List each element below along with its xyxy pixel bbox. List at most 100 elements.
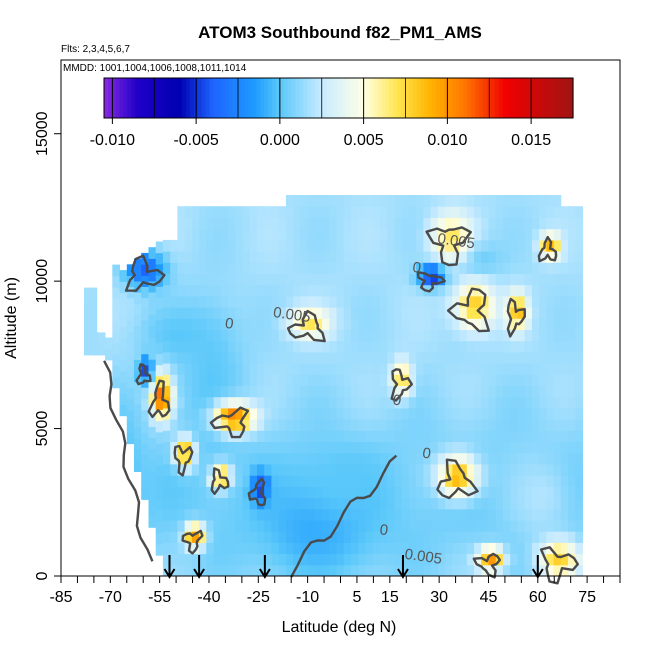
heatmap-cell bbox=[206, 419, 214, 431]
heatmap-cell bbox=[408, 228, 417, 241]
heatmap-cell bbox=[510, 374, 518, 386]
heatmap-cell bbox=[510, 452, 518, 465]
heatmap-cell bbox=[206, 407, 214, 420]
heatmap-cell bbox=[343, 486, 352, 499]
heatmap-cell bbox=[155, 409, 164, 422]
heatmap-cell bbox=[510, 542, 518, 555]
heatmap-cell bbox=[365, 363, 374, 375]
heatmap-cell bbox=[220, 318, 229, 330]
heatmap-cell bbox=[285, 228, 294, 241]
colorbar-segment bbox=[530, 78, 535, 118]
heatmap-cell bbox=[474, 329, 482, 342]
heatmap-cell bbox=[416, 363, 424, 375]
heatmap-cell bbox=[437, 340, 446, 353]
heatmap-cell bbox=[502, 486, 511, 499]
heatmap-cell bbox=[546, 374, 554, 386]
heatmap-cell bbox=[293, 329, 301, 342]
heatmap-cell bbox=[365, 564, 374, 577]
heatmap-cell bbox=[191, 486, 200, 499]
heatmap-cell bbox=[387, 363, 395, 375]
heatmap-cell bbox=[488, 318, 497, 330]
heatmap-cell bbox=[162, 441, 171, 454]
heatmap-cell bbox=[199, 475, 207, 487]
heatmap-cell bbox=[560, 553, 569, 566]
heatmap-cell bbox=[199, 508, 207, 521]
heatmap-cell bbox=[401, 452, 410, 465]
heatmap-cell bbox=[488, 430, 497, 442]
heatmap-cell bbox=[322, 340, 330, 353]
colorbar-segment bbox=[299, 78, 304, 118]
heatmap-cell bbox=[336, 553, 345, 566]
heatmap-cell bbox=[148, 370, 157, 383]
heatmap-cell bbox=[394, 553, 403, 566]
heatmap-cell bbox=[307, 363, 316, 375]
colorbar-segment bbox=[115, 78, 121, 118]
heatmap-cell bbox=[437, 430, 446, 442]
heatmap-cell bbox=[336, 239, 345, 252]
heatmap-cell bbox=[437, 564, 446, 577]
heatmap-cell bbox=[452, 295, 460, 308]
heatmap-cell bbox=[539, 374, 547, 386]
heatmap-cell bbox=[408, 464, 417, 476]
heatmap-cell bbox=[575, 564, 583, 577]
heatmap-cell bbox=[271, 307, 280, 319]
heatmap-cell bbox=[459, 396, 468, 409]
heatmap-cell bbox=[213, 262, 222, 274]
heatmap-cell bbox=[177, 385, 186, 398]
heatmap-cell bbox=[235, 407, 243, 420]
heatmap-cell bbox=[206, 396, 214, 409]
heatmap-cell bbox=[524, 520, 533, 532]
heatmap-cell bbox=[539, 564, 547, 577]
heatmap-cell bbox=[148, 247, 157, 259]
heatmap-cell bbox=[430, 531, 439, 543]
heatmap-cell bbox=[445, 340, 453, 353]
heatmap-cell bbox=[380, 531, 388, 543]
heatmap-cell bbox=[539, 441, 547, 454]
heatmap-cell bbox=[445, 295, 453, 308]
colorbar-segment bbox=[377, 78, 383, 118]
heatmap-cell bbox=[394, 419, 403, 431]
heatmap-cell bbox=[206, 508, 214, 521]
heatmap-cell bbox=[488, 452, 497, 465]
heatmap-cell bbox=[495, 475, 504, 487]
heatmap-cell bbox=[300, 475, 309, 487]
heatmap-cell bbox=[488, 251, 497, 263]
heatmap-cell bbox=[387, 206, 395, 218]
heatmap-cell bbox=[575, 228, 583, 241]
heatmap-cell bbox=[380, 318, 388, 330]
colorbar-segment bbox=[444, 78, 449, 118]
heatmap-cell bbox=[141, 353, 149, 366]
heatmap-cell bbox=[380, 273, 388, 286]
heatmap-cell bbox=[285, 340, 294, 353]
heatmap-cell bbox=[84, 310, 98, 322]
colorbar-segment bbox=[526, 78, 531, 118]
heatmap-cell bbox=[242, 385, 251, 398]
heatmap-cell bbox=[474, 374, 482, 386]
heatmap-cell bbox=[228, 508, 236, 521]
heatmap-cell bbox=[445, 273, 453, 286]
heatmap-cell bbox=[257, 441, 265, 454]
heatmap-cell bbox=[481, 307, 489, 319]
heatmap-cell bbox=[423, 396, 432, 409]
heatmap-cell bbox=[191, 531, 200, 543]
heatmap-cell bbox=[481, 419, 489, 431]
colorbar-segment bbox=[397, 78, 402, 118]
heatmap-cell bbox=[199, 262, 207, 274]
heatmap-cell bbox=[300, 564, 309, 577]
heatmap-cell bbox=[416, 295, 424, 308]
heatmap-cell bbox=[423, 340, 432, 353]
x-tick-label: 30 bbox=[430, 589, 448, 606]
heatmap-cell bbox=[228, 497, 236, 510]
heatmap-cell bbox=[560, 464, 569, 476]
heatmap-cell bbox=[170, 486, 178, 499]
heatmap-cell bbox=[242, 251, 251, 263]
heatmap-cell bbox=[257, 273, 265, 286]
heatmap-cell bbox=[524, 407, 533, 420]
heatmap-cell bbox=[575, 385, 583, 398]
heatmap-cell bbox=[343, 508, 352, 521]
heatmap-cell bbox=[380, 195, 388, 207]
heatmap-cell bbox=[575, 407, 583, 420]
heatmap-cell bbox=[220, 396, 229, 409]
heatmap-cell bbox=[336, 329, 345, 342]
heatmap-cell bbox=[416, 508, 424, 521]
